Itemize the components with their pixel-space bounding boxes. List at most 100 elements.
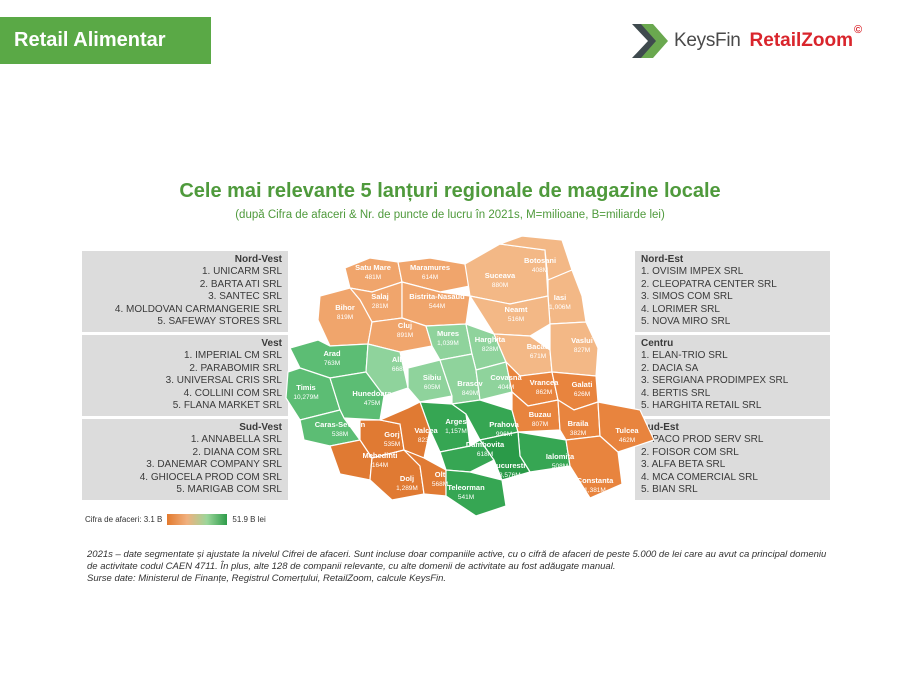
county-layer: Satu Mare 481M Maramures 614M Suceava 880M Bot… xyxy=(285,235,655,517)
county-value: 538M xyxy=(332,431,348,438)
company-item: 4. GHIOCELA PROD COM SRL xyxy=(139,471,282,483)
county-value: 763M xyxy=(324,360,340,367)
company-item: 2. FOISOR COM SRL xyxy=(641,446,739,458)
county-label: Suceava xyxy=(485,271,516,280)
county-label: Teleorman xyxy=(447,483,485,492)
county-label: Constanta xyxy=(577,476,614,485)
county-value: 626M xyxy=(574,391,590,398)
county-value: 408M xyxy=(532,267,548,274)
company-item: 5. FLANA MARKET SRL xyxy=(172,400,282,412)
county-label: Prahova xyxy=(489,420,519,429)
company-item: 1. ANNABELLA SRL xyxy=(190,434,282,446)
company-list: 1. ELAN-TRIO SRL 2. DACIA SA 3. SERGIANA… xyxy=(641,350,824,412)
company-item: 3. ALFA BETA SRL xyxy=(641,459,726,471)
sources-note: Surse date: Ministerul de Finanțe, Regis… xyxy=(87,573,447,584)
company-item: 3. SERGIANA PRODIMPEX SRL xyxy=(641,375,789,387)
county-bucuresti xyxy=(478,431,531,481)
logo-keysfin: KeysFin xyxy=(674,30,741,51)
county-label: Braila xyxy=(568,419,590,428)
county-label: Vaslui xyxy=(571,336,593,345)
county-label: Neamt xyxy=(505,305,528,314)
county-label: Botosani xyxy=(524,256,556,265)
county-label: Caras-Severin xyxy=(315,420,366,429)
county-value: 1,039M xyxy=(437,340,459,347)
keysfin-chevron-icon xyxy=(632,24,668,58)
county-value: 568M xyxy=(432,481,448,488)
county-value: 281M xyxy=(372,303,388,310)
company-item: 4. COLLINI COM SRL xyxy=(183,387,282,399)
county-label: Mehedinti xyxy=(363,451,398,460)
county-label: Satu Mare xyxy=(355,263,391,272)
company-item: 1. UNICARM SRL xyxy=(201,266,282,278)
region-name: Vest xyxy=(261,338,282,349)
county-value: 43,576M xyxy=(495,472,520,479)
county-value: 475M xyxy=(364,400,380,407)
county-label: Dolj xyxy=(400,474,414,483)
county-teleorman xyxy=(445,469,507,517)
copyright-mark: © xyxy=(854,24,863,36)
company-list: 1. UNICARM SRL 2. BARTA ATI SRL 3. SANTE… xyxy=(88,266,282,328)
county-value: 819M xyxy=(337,314,353,321)
county-label: Ialomita xyxy=(546,452,575,461)
region-name: Centru xyxy=(641,338,674,349)
logo-retailzoom-text: RetailZoom xyxy=(749,30,853,51)
county-tulcea xyxy=(597,401,655,453)
county-value: 671M xyxy=(530,353,546,360)
county-label: Covasna xyxy=(490,373,522,382)
region-panel-nord-vest: Nord-Vest 1. UNICARM SRL 2. BARTA ATI SR… xyxy=(82,251,288,332)
legend-min-label: Cifra de afaceri: 3.1 B xyxy=(85,515,163,524)
county-label: Tulcea xyxy=(615,426,639,435)
county-label: Iasi xyxy=(554,293,567,302)
county-label: Salaj xyxy=(371,292,389,301)
infographic-title: Cele mai relevante 5 lanțuri regionale d… xyxy=(179,180,721,202)
region-panel-vest: Vest 1. IMPERIAL CM SRL 2. PARABOMIR SRL… xyxy=(82,335,288,416)
company-item: 3. SANTEC SRL xyxy=(208,291,282,303)
county-label: Alba xyxy=(392,355,409,364)
county-value: 827M xyxy=(574,347,590,354)
county-label: Arges xyxy=(445,417,466,426)
company-item: 4. MCA COMERCIAL SRL xyxy=(641,471,758,483)
county-value: 516M xyxy=(508,316,524,323)
county-label: Arad xyxy=(323,349,341,358)
region-name: Sud-Est xyxy=(641,422,679,433)
logo-retailzoom: RetailZoom© xyxy=(749,24,863,52)
county-label: Vrancea xyxy=(530,378,560,387)
county-value: 462M xyxy=(619,437,635,444)
company-item: 4. LORIMER SRL xyxy=(641,303,720,315)
company-item: 5. NOVA MIRO SRL xyxy=(641,316,731,328)
company-item: 5. BIAN SRL xyxy=(641,484,698,496)
county-label: Brasov xyxy=(457,379,483,388)
keysfin-retailzoom-logo: KeysFin RetailZoom© xyxy=(632,23,862,59)
county-label: Olt xyxy=(435,470,446,479)
legend-max-label: 51.9 B lei xyxy=(232,515,266,524)
legend-gradient-bar xyxy=(167,514,228,525)
company-item: 5. MARIGAB COM SRL xyxy=(176,484,282,496)
county-value: 544M xyxy=(429,303,445,310)
county-value: 849M xyxy=(462,390,478,397)
region-panel-nord-est: Nord-Est 1. OVISIM IMPEX SRL 2. CLEOPATR… xyxy=(635,251,830,332)
county-valcea xyxy=(377,401,431,459)
county-value: 1,157M xyxy=(445,428,467,435)
county-label: Bucuresti xyxy=(491,461,526,470)
region-name: Sud-Vest xyxy=(239,422,282,433)
color-legend: Cifra de afaceri: 3.1 B 51.9 B lei xyxy=(85,514,266,525)
county-label: Valcea xyxy=(414,426,438,435)
county-label: Cluj xyxy=(398,321,412,330)
county-label: Bihor xyxy=(335,303,355,312)
county-value: 1,381M xyxy=(584,487,606,494)
company-item: 3. UNIVERSAL CRIS SRL xyxy=(165,375,282,387)
county-label: Harghita xyxy=(475,335,506,344)
company-item: 2. BARTA ATI SRL xyxy=(199,278,282,290)
footnotes: 2021s – date segmentate și ajustate la n… xyxy=(87,549,827,585)
county-label: Gorj xyxy=(384,430,399,439)
region-name: Nord-Est xyxy=(641,254,684,265)
county-value: 862M xyxy=(536,389,552,396)
county-alba xyxy=(365,343,409,397)
county-value: 823M xyxy=(418,437,434,444)
county-label: Galati xyxy=(572,380,593,389)
county-label: Mures xyxy=(437,329,459,338)
company-list: 1. IMPERIAL CM SRL 2. PARABOMIR SRL 3. U… xyxy=(88,350,282,412)
county-value: 614M xyxy=(422,274,438,281)
county-value: 668M xyxy=(392,366,408,373)
